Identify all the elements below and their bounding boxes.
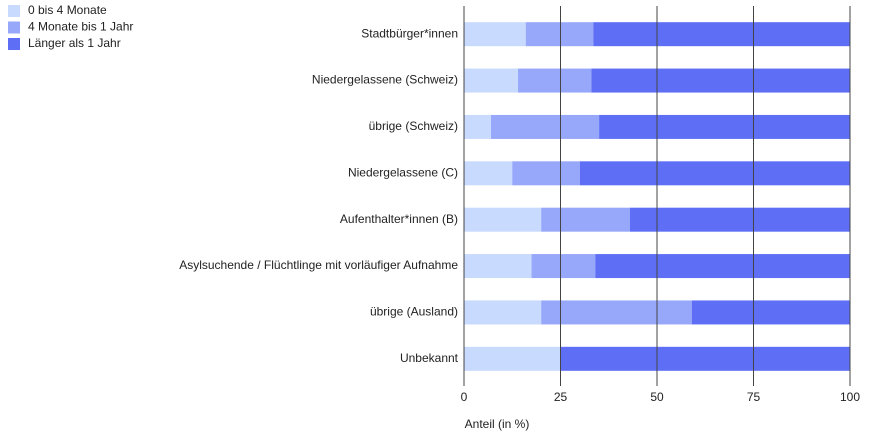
legend-swatch bbox=[8, 21, 20, 34]
x-tick-label: 0 bbox=[461, 390, 468, 404]
x-tick-label: 25 bbox=[554, 390, 568, 404]
x-tick-label: 50 bbox=[650, 390, 664, 404]
bar-segment bbox=[593, 22, 850, 47]
bar-segment bbox=[464, 300, 542, 325]
bar-segment bbox=[464, 114, 492, 139]
bar-segment bbox=[691, 300, 850, 325]
y-tick-label: Aufenthalter*innen (B) bbox=[340, 212, 458, 226]
bar-segment bbox=[464, 207, 542, 232]
bar-segment bbox=[591, 68, 850, 93]
x-axis-label: Anteil (in %) bbox=[465, 417, 530, 431]
bar-segment bbox=[491, 114, 600, 139]
bar-segment bbox=[629, 207, 850, 232]
legend-label: 4 Monate bis 1 Jahr bbox=[28, 20, 133, 34]
x-tick-label: 100 bbox=[840, 390, 860, 404]
y-tick-label: Niedergelassene (Schweiz) bbox=[312, 73, 458, 87]
bar-segment bbox=[541, 300, 692, 325]
bar-segment bbox=[464, 68, 519, 93]
legend-label: Länger als 1 Jahr bbox=[28, 36, 121, 50]
bar-segment bbox=[518, 68, 592, 93]
bar-segment bbox=[579, 161, 850, 186]
legend-swatch bbox=[8, 5, 20, 17]
bar-segment bbox=[464, 254, 532, 279]
y-tick-label: Asylsuchende / Flüchtlinge mit vorläufig… bbox=[179, 258, 458, 272]
legend-label: 0 bis 4 Monate bbox=[28, 3, 107, 17]
y-tick-label: Stadtbürger*innen bbox=[361, 26, 458, 40]
bar-segment bbox=[525, 22, 594, 47]
bar-segment bbox=[512, 161, 580, 186]
bar-segment bbox=[599, 114, 850, 139]
y-tick-label: Niedergelassene (C) bbox=[348, 165, 458, 179]
bar-segment bbox=[464, 346, 561, 371]
bar-segment bbox=[464, 161, 513, 186]
bar-segment bbox=[531, 254, 596, 279]
y-tick-label: übrige (Ausland) bbox=[370, 305, 458, 319]
y-tick-label: übrige (Schweiz) bbox=[369, 119, 458, 133]
bar-segment bbox=[595, 254, 850, 279]
x-tick-label: 75 bbox=[747, 390, 761, 404]
bar-segment bbox=[560, 346, 850, 371]
legend-swatch bbox=[8, 38, 20, 50]
bar-segment bbox=[541, 207, 630, 232]
bar-segment bbox=[464, 22, 526, 47]
y-tick-label: Unbekannt bbox=[400, 351, 459, 365]
